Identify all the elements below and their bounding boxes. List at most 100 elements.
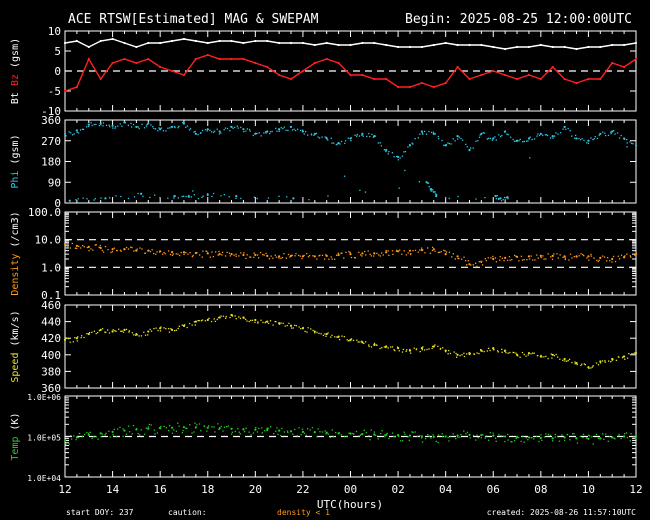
temp-sample-dot <box>208 425 210 427</box>
density-sample-dot <box>350 256 353 259</box>
density-sample-dot <box>609 260 611 262</box>
temp-sample-dot <box>557 435 559 438</box>
phi-sample-dot <box>79 129 82 131</box>
speed-sample-dot <box>243 317 245 319</box>
phi-sample-dot <box>109 126 111 128</box>
density-sample-dot <box>81 244 84 247</box>
bt-data-point <box>408 45 412 49</box>
temp-sample-dot <box>465 433 467 435</box>
density-sample-dot <box>224 255 227 257</box>
temp-sample-dot <box>220 425 222 428</box>
temp-sample-dot <box>273 432 275 435</box>
density-sample-dot <box>454 258 456 260</box>
density-data-point <box>599 256 602 259</box>
temp-sample-dot <box>109 436 111 438</box>
phi-sample-dot <box>620 134 622 137</box>
speed-sample-dot <box>531 352 534 354</box>
temp-sample-dot <box>239 433 242 435</box>
temp-data-point <box>87 433 90 436</box>
density-sample-dot <box>485 259 487 262</box>
speed-sample-dot <box>419 350 421 353</box>
temp-sample-dot <box>194 422 196 424</box>
mag-ytick-label: -5 <box>48 85 61 98</box>
phi-sample-dot <box>220 132 222 134</box>
phi-sample-dot <box>235 197 237 200</box>
phi-sample-dot <box>280 127 282 129</box>
speed-sample-dot <box>74 336 76 339</box>
speed-sample-dot <box>628 353 630 355</box>
temp-sample-dot <box>296 435 299 437</box>
density-sample-dot <box>307 256 310 258</box>
phi-sample-dot <box>209 129 211 131</box>
temp-sample-dot <box>77 436 80 439</box>
temp-sample-dot <box>222 430 224 432</box>
speed-sample-dot <box>540 354 542 357</box>
phi-sample-dot <box>479 134 481 136</box>
temp-sample-dot <box>340 434 342 436</box>
speed-sample-dot <box>584 364 587 366</box>
phi-sample-dot <box>387 153 389 155</box>
phi-sample-dot <box>377 142 380 144</box>
phi-sample-dot <box>124 122 127 124</box>
temp-sample-dot <box>211 426 213 428</box>
speed-sample-dot <box>507 352 509 354</box>
temp-data-point <box>480 434 483 437</box>
phi-sample-dot <box>98 124 100 127</box>
speed-data-point <box>159 327 162 330</box>
speed-sample-dot <box>316 331 318 334</box>
temp-sample-dot <box>140 429 142 431</box>
temp-sample-dot <box>301 428 304 430</box>
speed-sample-dot <box>272 324 274 326</box>
density-ylabel-part: Density <box>10 254 21 296</box>
bt-data-point <box>551 45 554 49</box>
speed-data-point <box>563 357 566 361</box>
temp-sample-dot <box>455 437 457 440</box>
speed-sample-dot <box>426 348 428 351</box>
phi-sample-dot <box>143 127 146 129</box>
temp-sample-dot <box>122 428 124 430</box>
density-data-point <box>361 252 364 255</box>
phi-sample-dot <box>448 142 451 145</box>
speed-sample-dot <box>501 348 503 350</box>
bz-data-point <box>408 85 412 89</box>
phi-sample-dot <box>130 122 132 125</box>
phi-sample-dot <box>202 195 204 197</box>
phi-sample-dot <box>246 128 249 130</box>
phi-sample-dot <box>509 136 512 138</box>
density-sample-dot <box>153 252 155 255</box>
temp-data-point <box>420 435 423 438</box>
density-sample-dot <box>499 259 501 261</box>
speed-sample-dot <box>251 319 254 321</box>
speed-sample-dot <box>312 329 314 332</box>
phi-sample-dot <box>153 127 155 130</box>
speed-sample-dot <box>478 352 480 355</box>
phi-sample-dot <box>81 128 84 130</box>
phi-sample-dot <box>269 131 272 133</box>
temp-sample-dot <box>408 439 410 442</box>
speed-sample-dot <box>461 354 463 356</box>
bz-data-point <box>599 77 602 81</box>
temp-sample-dot <box>635 437 637 440</box>
bz-data-point <box>135 61 138 65</box>
density-sample-dot <box>562 256 564 259</box>
density-sample-dot <box>358 251 360 254</box>
density-sample-dot <box>125 246 128 249</box>
phi-sample-dot <box>123 121 125 123</box>
phi-sample-dot <box>76 131 78 133</box>
phi-sample-dot <box>418 181 421 183</box>
phi-sample-dot <box>546 134 549 137</box>
temp-data-point <box>111 430 114 433</box>
bz-data-point <box>206 53 209 57</box>
speed-sample-dot <box>375 344 377 346</box>
speed-sample-dot <box>207 318 209 321</box>
phi-frame <box>64 119 637 204</box>
phi-sample-dot <box>211 195 213 198</box>
phi-sample-dot <box>362 135 364 137</box>
phi-sample-dot <box>441 139 443 142</box>
temp-sample-dot <box>435 440 437 443</box>
temp-sample-dot <box>203 425 206 427</box>
bz-data-point <box>182 73 186 77</box>
speed-sample-dot <box>406 349 408 351</box>
speed-sample-dot <box>210 320 213 323</box>
density-sample-dot <box>511 259 513 261</box>
